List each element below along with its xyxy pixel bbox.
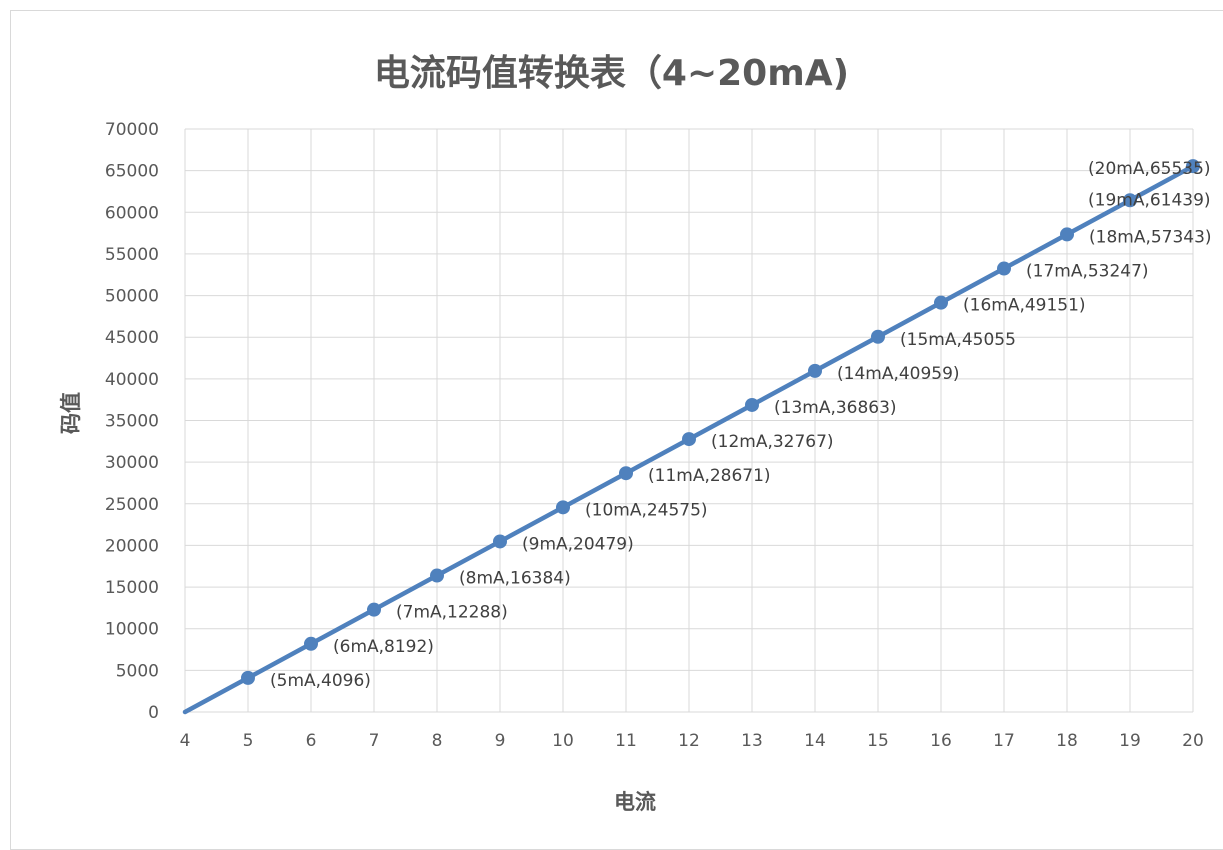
data-point-marker [682,432,696,447]
y-axis-ticks: 0 5000 10000 15000 20000 25000 30000 35000 40000… [105,120,159,723]
data-label: (15mA,45055 [900,330,1016,350]
x-tick-label: 12 [678,731,700,751]
data-label: (14mA,40959) [837,364,960,384]
y-tick-label: 40000 [105,370,159,390]
y-tick-label: 25000 [105,495,159,515]
x-tick-label: 9 [495,731,506,751]
x-tick-label: 20 [1182,731,1204,751]
x-tick-label: 8 [432,731,443,751]
data-point-marker [808,363,822,378]
y-tick-label: 5000 [116,661,159,681]
y-tick-label: 65000 [105,162,159,182]
y-tick-label: 20000 [105,536,159,556]
x-tick-label: 5 [243,731,254,751]
data-point-marker [241,670,255,685]
y-tick-label: 55000 [105,245,159,265]
y-tick-label: 15000 [105,578,159,598]
data-label: (9mA,20479) [522,534,634,554]
data-point-marker [367,602,381,617]
x-tick-label: 15 [867,731,889,751]
data-point-marker [1123,193,1137,208]
y-tick-label: 0 [148,703,159,723]
x-axis-ticks: 4 5 6 7 8 9 10 11 12 13 14 15 16 17 18 19 20 [180,731,1204,751]
y-tick-label: 45000 [105,328,159,348]
y-tick-label: 50000 [105,287,159,307]
data-point-marker [745,397,759,412]
data-label: (10mA,24575) [585,500,708,520]
y-tick-label: 35000 [105,412,159,432]
data-label: (11mA,28671) [648,466,771,486]
data-label: (18mA,57343) [1089,227,1212,247]
data-points [241,159,1200,685]
data-label: (13mA,36863) [774,398,897,418]
data-point-marker [1186,159,1200,174]
data-label: (7mA,12288) [396,603,508,623]
data-point-marker [871,329,885,344]
data-point-marker [619,466,633,481]
data-point-marker [997,261,1011,276]
y-tick-label: 10000 [105,620,159,640]
x-tick-label: 14 [804,731,826,751]
x-tick-label: 18 [1056,731,1078,751]
data-labels: (5mA,4096) (6mA,8192) (7mA,12288) (8mA,1638… [270,159,1212,691]
data-point-marker [304,636,318,651]
chart-title: 电流码值转换表（4~20mA) [373,53,850,94]
grid-lines [184,128,1194,713]
x-tick-label: 4 [180,731,191,751]
data-label: (5mA,4096) [270,671,371,691]
data-label: (16mA,49151) [963,296,1086,316]
y-tick-label: 30000 [105,453,159,473]
y-tick-label: 60000 [105,203,159,223]
chart-frame [10,10,1223,850]
x-tick-label: 7 [369,731,380,751]
data-label: (17mA,53247) [1026,262,1149,282]
data-label: (20mA,65535) [1088,159,1211,179]
data-point-marker [430,568,444,583]
x-tick-label: 10 [552,731,574,751]
x-tick-label: 13 [741,731,763,751]
x-tick-label: 6 [306,731,317,751]
data-point-marker [493,534,507,549]
data-point-marker [556,500,570,515]
data-label: (6mA,8192) [333,637,434,657]
data-label: (12mA,32767) [711,432,834,452]
data-point-marker [934,295,948,310]
data-point-marker [1060,227,1074,242]
x-axis-title: 电流 [614,790,656,814]
x-tick-label: 17 [993,731,1015,751]
x-tick-label: 16 [930,731,952,751]
y-tick-label: 70000 [105,120,159,140]
x-tick-label: 19 [1119,731,1141,751]
x-tick-label: 11 [615,731,637,751]
data-label: (8mA,16384) [459,569,571,589]
data-label: (19mA,61439) [1088,190,1211,210]
